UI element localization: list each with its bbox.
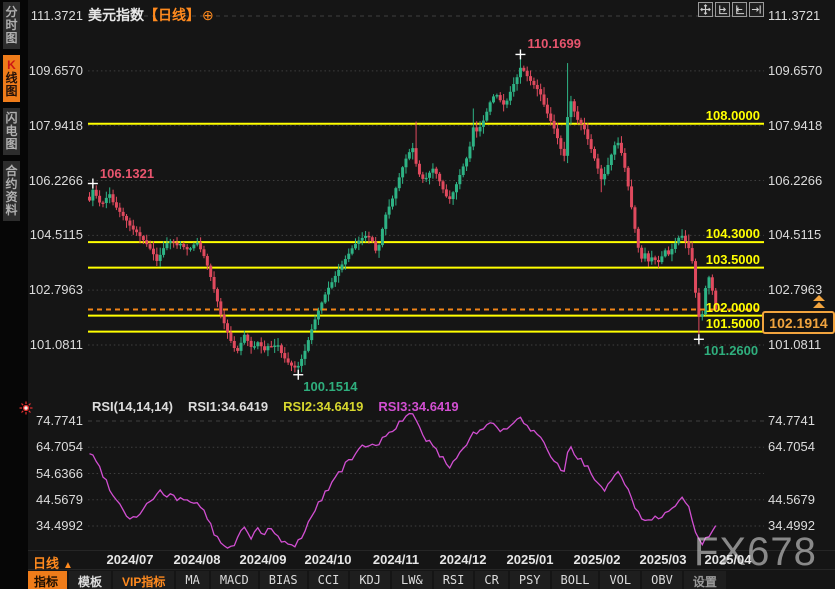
scale-left-icon[interactable] xyxy=(715,2,730,17)
date-tick: 2024/07 xyxy=(106,552,154,567)
price-axis-tick-right: 101.0811 xyxy=(768,337,822,352)
live-dot-icon xyxy=(18,400,34,416)
toolbar-item-1[interactable]: 指标 xyxy=(25,571,68,589)
toolbar-item-10[interactable]: RSI xyxy=(433,571,474,589)
level-label: 101.5000 xyxy=(705,315,760,331)
sidebar-tab-4[interactable]: 合约资料 xyxy=(3,161,20,221)
price-axis-tick-right: 104.5115 xyxy=(768,227,822,243)
toolbar-item-12[interactable]: PSY xyxy=(509,571,550,589)
period-selector-label: 日线 xyxy=(33,556,60,571)
date-tick: 2025/03 xyxy=(639,552,687,567)
price-axis-tick-right: 106.2266 xyxy=(768,172,823,188)
toolbar-item-13[interactable]: BOLL xyxy=(551,571,599,589)
price-axis-tick-right: 107.9418 xyxy=(768,117,823,133)
marked-high-label: 106.1321 xyxy=(99,165,155,181)
toolbar-item-2[interactable]: 模板 xyxy=(69,571,112,589)
toolbar-item-7[interactable]: CCI xyxy=(308,571,349,589)
price-up-arrows-icon xyxy=(813,295,825,309)
gridlines xyxy=(88,15,764,527)
price-axis-tick-left: 102.7963 xyxy=(28,282,83,298)
level-lines xyxy=(88,122,764,333)
pan-icon[interactable] xyxy=(698,2,713,17)
toolbar-item-3[interactable]: VIP指标 xyxy=(113,571,175,589)
period-selector[interactable]: 日线 ▲ xyxy=(33,553,73,572)
date-tick: 2024/12 xyxy=(439,552,487,567)
price-axis-tick-left: 111.3721 xyxy=(30,8,83,23)
price-axis-tick-right: 102.7963 xyxy=(768,282,823,298)
date-tick: 2024/11 xyxy=(372,552,420,567)
date-tick: 2024/09 xyxy=(239,552,287,567)
marked-low-label: 101.2600 xyxy=(703,343,759,359)
date-tick: 2025/01 xyxy=(506,552,554,567)
level-label: 102.0000 xyxy=(705,299,760,315)
date-tick: 2025/02 xyxy=(573,552,621,567)
rsi-axis-tick-right: 64.7054 xyxy=(768,439,815,455)
rsi-line xyxy=(89,412,717,549)
period-tag: 【日线】 xyxy=(144,7,200,23)
toolbar-item-15[interactable]: OBV xyxy=(642,571,682,589)
chart-title: 美元指数【日线】 ⊕ xyxy=(88,5,214,25)
marked-high-label: 110.1699 xyxy=(527,36,581,52)
marker-crosses xyxy=(87,49,704,380)
rsi-indicator-header: RSI(14,14,14) RSI1:34.6419 RSI2:34.6419 … xyxy=(92,399,459,414)
symbol-name: 美元指数 xyxy=(88,7,144,23)
rsi2-value-label: RSI2:34.6419 xyxy=(283,399,364,414)
price-axis-tick-left: 104.5115 xyxy=(29,227,83,243)
sidebar-tab-3[interactable]: 闪电图 xyxy=(3,108,20,155)
watermark: FX678 xyxy=(694,530,817,574)
shift-right-icon[interactable] xyxy=(749,2,764,17)
price-axis-tick-left: 109.6570 xyxy=(28,62,83,78)
rsi-axis-tick-left: 34.4992 xyxy=(36,518,83,533)
add-compare-icon[interactable]: ⊕ xyxy=(202,7,214,23)
chart-tool-buttons xyxy=(698,2,764,17)
toolbar-item-14[interactable]: VOL xyxy=(600,571,641,589)
toolbar-item-11[interactable]: CR xyxy=(475,571,508,589)
price-axis-tick-left: 101.0811 xyxy=(29,337,83,352)
rsi3-value-label: RSI3:34.6419 xyxy=(378,399,459,414)
indicator-toolbar: 指标 模板 VIP指标 MA MACD BIAS CCI KDJ LW& RSI CR PSY BOLL… xyxy=(25,571,728,589)
toolbar-item-4[interactable]: MA xyxy=(176,571,209,589)
sidebar-tab-1[interactable]: 分时图 xyxy=(3,2,20,49)
rsi-params-label: RSI(14,14,14) xyxy=(92,399,173,414)
rsi1-value-label: RSI1:34.6419 xyxy=(187,399,269,414)
rsi-axis-tick-left: 44.5679 xyxy=(36,491,83,507)
current-price-badge: 102.1914 xyxy=(762,311,835,334)
rsi-axis-tick-right: 44.5679 xyxy=(768,491,815,507)
toolbar-item-8[interactable]: KDJ xyxy=(350,571,391,589)
rsi-axis-tick-left: 54.6366 xyxy=(36,465,83,481)
level-label: 108.0000 xyxy=(705,107,760,123)
candles-layer xyxy=(88,54,718,375)
price-axis-tick-left: 106.2266 xyxy=(28,172,83,188)
price-axis-tick-right: 109.6570 xyxy=(768,62,823,78)
toolbar-item-16[interactable]: 设置 xyxy=(683,571,726,589)
toolbar-item-5[interactable]: MACD xyxy=(210,571,258,589)
period-selector-arrow-icon: ▲ xyxy=(63,560,73,571)
scale-right-icon[interactable] xyxy=(732,2,747,17)
panel-separator xyxy=(0,550,835,551)
price-axis-tick-right: 111.3721 xyxy=(768,8,821,23)
date-tick: 2024/10 xyxy=(304,552,352,567)
price-axis-tick-left: 107.9418 xyxy=(28,117,83,133)
rsi-axis-tick-left: 74.7741 xyxy=(36,413,83,428)
toolbar-item-9[interactable]: LW& xyxy=(392,571,432,589)
level-label: 104.3000 xyxy=(705,226,760,242)
marked-low-label: 100.1514 xyxy=(303,378,358,394)
date-tick: 2025/04 xyxy=(704,552,752,567)
rsi-axis-tick-right: 34.4992 xyxy=(768,518,815,533)
level-label: 103.5000 xyxy=(705,251,760,267)
date-tick: 2024/08 xyxy=(173,552,221,567)
toolbar-item-6[interactable]: BIAS xyxy=(259,571,307,589)
rsi-axis-tick-left: 64.7054 xyxy=(36,439,83,455)
toolbar-separator xyxy=(0,569,835,570)
rsi-axis-tick-right: 74.7741 xyxy=(768,413,815,428)
